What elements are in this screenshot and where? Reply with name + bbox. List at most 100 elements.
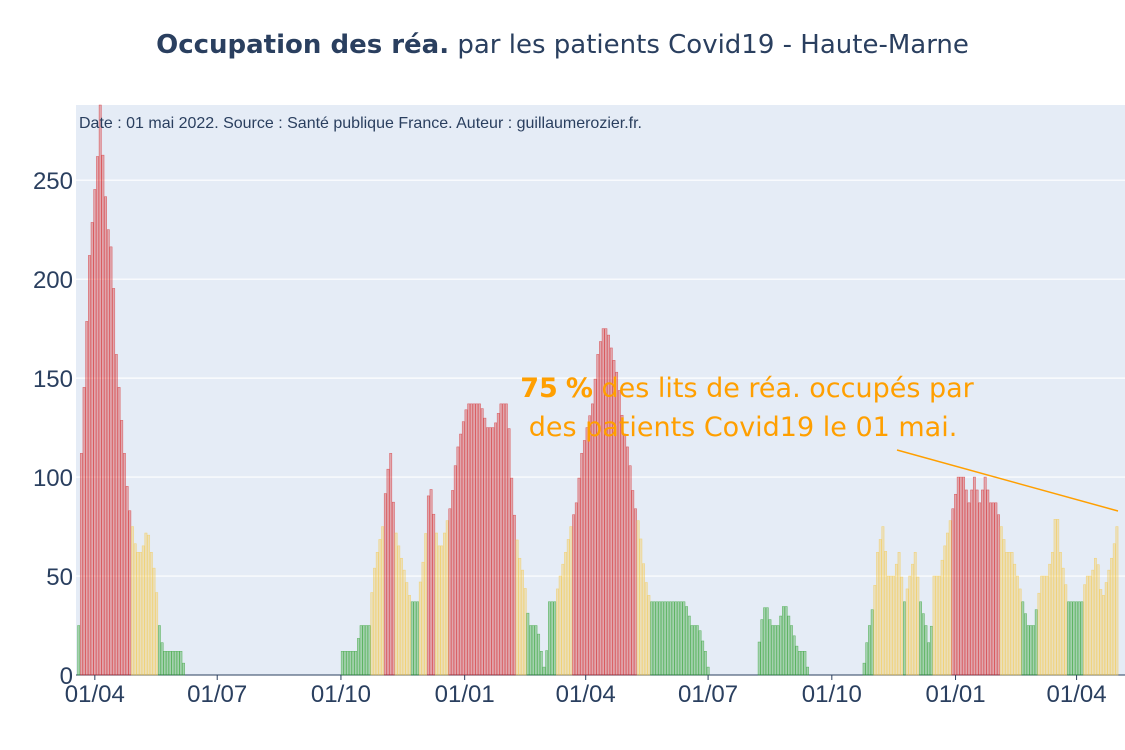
chart-bar (402, 569, 406, 676)
chart-bar (679, 601, 683, 676)
chart-bar (1002, 539, 1006, 676)
chart-bar (85, 321, 89, 676)
chart-bar (948, 520, 952, 676)
chart-bar (1005, 552, 1009, 676)
chart-bar (1069, 601, 1073, 676)
chart-bar (905, 588, 909, 676)
chart-bar (367, 625, 371, 676)
chart-bar (599, 341, 602, 676)
chart-bar (924, 625, 928, 676)
chart-bar (410, 601, 414, 676)
chart-bar (999, 526, 1003, 676)
chart-bar (873, 585, 877, 676)
chart-bar (913, 552, 917, 676)
chart-bar (779, 615, 783, 676)
chart-bar (631, 490, 635, 676)
chart-bar (626, 446, 629, 676)
chart-bar (935, 575, 939, 676)
chart-bar (445, 520, 449, 676)
chart-bar (1085, 575, 1089, 676)
chart-title-bold: Occupation des réa. (156, 30, 450, 60)
chart-bar (1048, 563, 1052, 676)
chart-bar (429, 489, 433, 676)
chart-bar (1021, 601, 1025, 676)
chart-bar (620, 414, 624, 676)
chart-bar (897, 552, 901, 676)
y-tick-label: 50 (46, 564, 73, 591)
annotation-arrow (896, 449, 1119, 512)
chart-bar (666, 601, 670, 676)
chart-bar (139, 552, 142, 676)
chart-bar (876, 552, 879, 676)
chart-bar (531, 625, 535, 676)
chart-bar (144, 532, 148, 676)
chart-bar (975, 489, 979, 676)
chart-bar (903, 601, 906, 676)
annotation-text: des lits de réa. occupés par (593, 373, 975, 404)
chart-bar (394, 532, 398, 676)
chart-bar (650, 601, 654, 676)
chart-bar (962, 476, 966, 676)
chart-bar (98, 104, 102, 676)
chart-bar (647, 595, 651, 676)
chart-bar (1037, 592, 1041, 676)
chart-bar (456, 446, 460, 676)
chart-bar (782, 606, 785, 676)
chart-bar (488, 427, 492, 676)
chart-bar (475, 403, 479, 676)
chart-bar (461, 421, 465, 676)
chart-bar (669, 601, 672, 676)
chart-bar (523, 588, 527, 676)
chart-bar (548, 601, 551, 676)
chart-bar (894, 563, 898, 676)
chart-bar (1077, 601, 1081, 676)
chart-bar (991, 502, 995, 676)
x-tick-label: 01/04 (1047, 681, 1107, 708)
chart-bar (607, 334, 610, 676)
chart-bar (491, 427, 495, 676)
chart-bar (964, 489, 968, 676)
chart-bar (997, 514, 1000, 676)
chart-bar (908, 575, 912, 676)
chart-bar (870, 609, 874, 676)
chart-bar (77, 625, 81, 676)
chart-bar (628, 465, 632, 676)
chart-bar (983, 476, 987, 676)
chart-bar (373, 567, 376, 676)
chart-bar (378, 539, 382, 676)
chart-bar (773, 625, 777, 676)
chart-bar (803, 651, 807, 676)
chart-bar (792, 635, 796, 676)
chart-bar (166, 651, 169, 676)
chart-bar (451, 490, 454, 676)
chart-bar (424, 533, 428, 676)
chart-bar (507, 428, 511, 676)
chart-bar (1013, 563, 1017, 676)
chart-bar (459, 433, 463, 676)
chart-bar (1094, 557, 1097, 676)
chart-title: Occupation des réa. par les patients Cov… (0, 30, 1125, 60)
chart-bar (90, 222, 94, 676)
chart-bar (112, 288, 116, 676)
chart-bar (1096, 564, 1100, 676)
chart-bar (916, 576, 920, 676)
chart-bar (160, 642, 164, 676)
chart-bar (677, 601, 680, 676)
chart-bar (1056, 519, 1060, 676)
chart-bar (499, 403, 503, 676)
chart-bar (685, 606, 688, 676)
chart-bar (687, 615, 691, 676)
x-tick-label: 01/04 (65, 681, 125, 708)
chart-bar (351, 651, 355, 676)
chart-bar (114, 354, 118, 676)
chart-bar (340, 651, 344, 676)
chart-bar (919, 601, 922, 676)
chart-bar (521, 569, 524, 676)
chart-bar (564, 552, 567, 676)
chart-bar (515, 539, 519, 676)
chart-bar (529, 625, 532, 676)
chart-bar (386, 468, 390, 676)
chart-bar (504, 403, 508, 676)
chart-bar (1029, 625, 1033, 676)
